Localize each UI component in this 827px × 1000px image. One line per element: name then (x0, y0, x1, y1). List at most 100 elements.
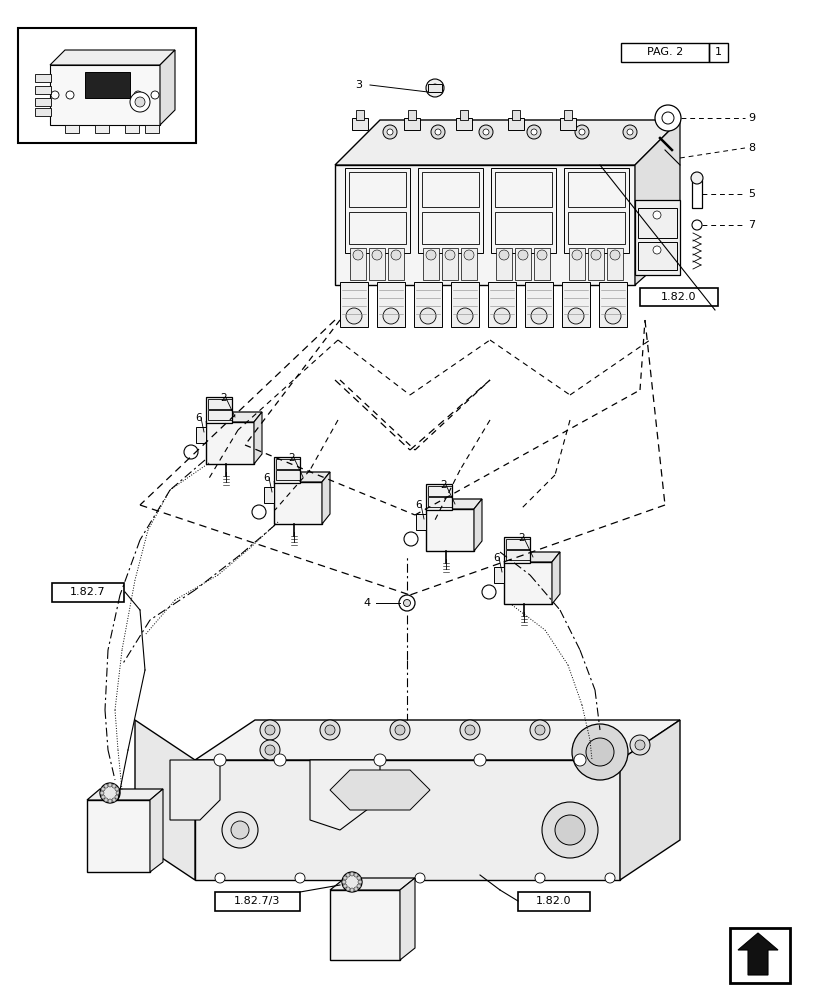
Polygon shape (335, 165, 634, 285)
Circle shape (151, 91, 159, 99)
Circle shape (526, 125, 540, 139)
Bar (350, 248, 366, 280)
Polygon shape (504, 562, 552, 604)
Bar (460, 110, 467, 120)
Circle shape (213, 754, 226, 766)
Circle shape (571, 250, 581, 260)
Text: 8: 8 (747, 143, 754, 153)
Circle shape (354, 887, 357, 891)
Polygon shape (330, 878, 414, 890)
Polygon shape (552, 552, 559, 604)
Circle shape (134, 91, 141, 99)
Text: 2: 2 (439, 480, 446, 490)
Circle shape (590, 740, 609, 760)
Circle shape (104, 784, 108, 788)
Bar (487, 282, 515, 327)
Circle shape (605, 873, 614, 883)
Bar (587, 248, 603, 280)
Polygon shape (473, 499, 481, 551)
Circle shape (578, 129, 585, 135)
Bar (423, 248, 438, 280)
Text: PAG. 2: PAG. 2 (646, 47, 682, 57)
Circle shape (691, 220, 701, 230)
Circle shape (115, 795, 119, 799)
Circle shape (130, 92, 150, 112)
Bar (35, 86, 51, 94)
Polygon shape (206, 412, 261, 422)
Polygon shape (150, 789, 163, 872)
Text: 2: 2 (518, 533, 524, 543)
Circle shape (265, 745, 275, 755)
Polygon shape (87, 789, 163, 800)
Text: 6: 6 (263, 473, 270, 483)
Circle shape (342, 884, 347, 888)
Polygon shape (87, 800, 150, 872)
Bar (563, 168, 629, 253)
Circle shape (356, 884, 361, 888)
Text: 9: 9 (747, 113, 754, 123)
Bar (264, 487, 274, 503)
Circle shape (260, 740, 280, 760)
Bar (563, 110, 571, 120)
Bar (562, 282, 590, 327)
Polygon shape (206, 422, 254, 464)
Circle shape (463, 250, 473, 260)
Circle shape (629, 735, 649, 755)
Polygon shape (85, 72, 130, 98)
Bar (461, 248, 476, 280)
Circle shape (622, 125, 636, 139)
Bar (369, 248, 385, 280)
Circle shape (403, 599, 410, 606)
Polygon shape (195, 720, 679, 760)
Circle shape (404, 532, 418, 546)
Bar (345, 168, 409, 253)
Circle shape (537, 250, 547, 260)
Circle shape (274, 754, 285, 766)
Circle shape (135, 97, 145, 107)
Bar (65, 125, 79, 133)
Circle shape (414, 873, 424, 883)
Bar (208, 399, 232, 409)
Circle shape (390, 720, 409, 740)
Bar (598, 282, 626, 327)
Bar (495, 212, 552, 244)
Polygon shape (135, 720, 195, 880)
Circle shape (346, 887, 350, 891)
Circle shape (104, 798, 108, 802)
Bar (504, 537, 530, 563)
Circle shape (482, 129, 489, 135)
Circle shape (231, 821, 249, 839)
Bar (639, 288, 717, 306)
Circle shape (574, 125, 588, 139)
Circle shape (357, 880, 361, 884)
Text: 4: 4 (362, 598, 370, 608)
Bar (340, 282, 367, 327)
Polygon shape (399, 878, 414, 960)
Bar (125, 125, 139, 133)
Bar (274, 457, 300, 483)
Bar (567, 212, 624, 244)
Bar (451, 282, 479, 327)
Polygon shape (634, 120, 679, 285)
Bar (505, 550, 529, 560)
Circle shape (66, 91, 74, 99)
Polygon shape (195, 760, 619, 880)
Polygon shape (425, 499, 481, 509)
Polygon shape (504, 552, 559, 562)
Bar (456, 118, 471, 130)
Circle shape (346, 873, 350, 877)
Text: 6: 6 (492, 553, 499, 563)
Bar (388, 248, 404, 280)
Bar (351, 118, 367, 130)
Text: 1.82.7/3: 1.82.7/3 (233, 896, 280, 906)
Circle shape (434, 129, 441, 135)
Bar (620, 43, 708, 62)
Circle shape (251, 505, 265, 519)
Circle shape (662, 112, 673, 124)
Circle shape (460, 720, 480, 740)
Bar (422, 172, 479, 207)
Circle shape (116, 791, 120, 795)
Bar (568, 248, 585, 280)
Polygon shape (254, 412, 261, 464)
Circle shape (342, 876, 347, 880)
